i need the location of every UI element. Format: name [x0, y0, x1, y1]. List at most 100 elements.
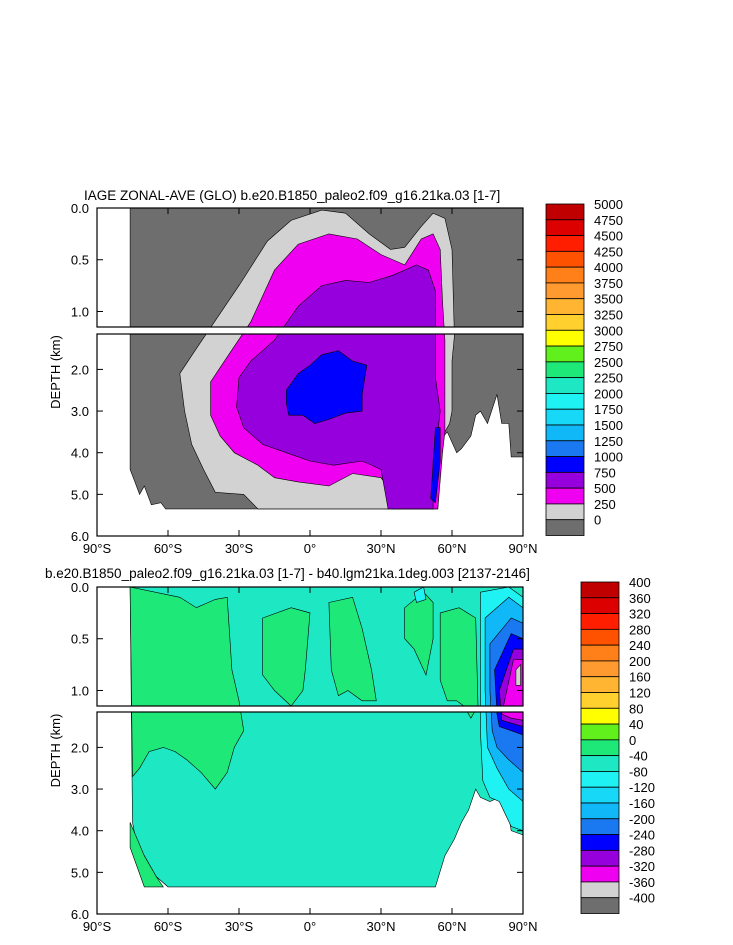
colorbar-swatch	[545, 266, 585, 284]
x-tick-label: 60°S	[154, 919, 183, 934]
x-tick-label: 90°S	[83, 919, 112, 934]
colorbar-swatch	[545, 345, 585, 363]
iage-diff-field	[129, 587, 523, 888]
colorbar-swatch	[580, 771, 620, 788]
colorbar-label: 750	[594, 465, 616, 480]
colorbar-label: -80	[629, 764, 648, 779]
y-tick-label: 1.0	[71, 683, 89, 698]
colorbar-swatch	[545, 393, 585, 410]
chart-panel-1: IAGE ZONAL-AVE (GLO) b.e20.B1850_paleo2.…	[48, 188, 623, 556]
x-tick-label: 30°S	[225, 541, 254, 556]
x-tick-label: 60°N	[437, 919, 466, 934]
colorbar-swatch	[545, 282, 585, 300]
y-tick-label: 5.0	[71, 865, 89, 880]
contour-region	[430, 427, 441, 504]
y-tick-label: 0.0	[71, 201, 89, 216]
colorbar-swatch	[580, 692, 620, 709]
contour-region	[413, 587, 427, 603]
y-tick-label: 4.0	[71, 446, 89, 461]
colorbar-swatch	[580, 865, 620, 883]
y-tick-label: 0.5	[71, 253, 89, 268]
colorbar-swatch	[545, 519, 585, 536]
x-tick-label: 60°N	[437, 541, 466, 556]
colorbar-swatch	[580, 755, 620, 772]
colorbar-swatch	[545, 408, 585, 426]
contour-region	[515, 663, 521, 686]
colorbar-swatch	[580, 834, 620, 851]
colorbar: 40036032028024020016012080400-40-80-120-…	[580, 575, 655, 914]
colorbar-swatch	[580, 849, 620, 867]
contour-region	[262, 607, 311, 707]
contour-region	[328, 596, 377, 702]
colorbar-label: -280	[629, 843, 655, 858]
x-tick-label: 60°S	[154, 541, 183, 556]
colorbar-swatch	[545, 250, 585, 268]
x-tick-label: 30°S	[225, 919, 254, 934]
iage-field	[129, 208, 523, 510]
y-tick-label: 5.0	[71, 487, 89, 502]
colorbar-swatch	[545, 361, 585, 379]
x-tick-label: 0°	[304, 919, 316, 934]
colorbar-label: 200	[629, 654, 651, 669]
colorbar-label: 320	[629, 607, 651, 622]
colorbar-swatch	[580, 723, 620, 741]
chart-title: IAGE ZONAL-AVE (GLO) b.e20.B1850_paleo2.…	[84, 188, 500, 203]
colorbar-label: 2750	[594, 339, 623, 354]
colorbar-label: 240	[629, 638, 651, 653]
colorbar-label: 40	[629, 717, 643, 732]
x-tick-label: 90°S	[83, 541, 112, 556]
colorbar-label: -320	[629, 859, 655, 874]
chart-title: b.e20.B1850_paleo2.f09_g16.21ka.03 [1-7]…	[45, 566, 530, 581]
colorbar-swatch	[580, 786, 620, 804]
colorbar-swatch	[580, 660, 620, 678]
chart-panel-2: b.e20.B1850_paleo2.f09_g16.21ka.03 [1-7]…	[45, 566, 655, 934]
y-tick-label: 2.0	[71, 740, 89, 755]
x-tick-label: 90°N	[508, 541, 537, 556]
colorbar-swatch	[545, 503, 585, 521]
colorbar-swatch	[545, 471, 585, 489]
colorbar-swatch	[580, 644, 620, 662]
colorbar-swatch	[580, 613, 620, 630]
colorbar-label: 4750	[594, 213, 623, 228]
colorbar-label: 2000	[594, 386, 623, 401]
colorbar-label: 1750	[594, 402, 623, 417]
colorbar-label: 500	[594, 481, 616, 496]
colorbar-label: -200	[629, 812, 655, 827]
colorbar-swatch	[545, 203, 585, 221]
x-tick-label: 90°N	[508, 919, 537, 934]
colorbar-swatch	[580, 676, 620, 693]
y-tick-label: 2.0	[71, 362, 89, 377]
colorbar-label: 3500	[594, 292, 623, 307]
y-tick-label: 6.0	[71, 529, 89, 544]
colorbar-swatch	[545, 298, 585, 315]
colorbar-label: -240	[629, 828, 655, 843]
colorbar-swatch	[545, 487, 585, 505]
colorbar-label: -120	[629, 780, 655, 795]
y-tick-label: 4.0	[71, 824, 89, 839]
colorbar-label: -360	[629, 875, 655, 890]
colorbar: 5000475045004250400037503500325030002750…	[545, 197, 623, 536]
contour-region	[285, 350, 368, 424]
colorbar-label: 3000	[594, 323, 623, 338]
colorbar-label: 1250	[594, 434, 623, 449]
colorbar-label: -40	[629, 749, 648, 764]
colorbar-swatch	[545, 424, 585, 442]
colorbar-swatch	[580, 628, 620, 646]
colorbar-label: -160	[629, 796, 655, 811]
colorbar-swatch	[580, 581, 620, 599]
colorbar-swatch	[580, 707, 620, 725]
colorbar-label: 1500	[594, 418, 623, 433]
x-tick-label: 30°N	[366, 541, 395, 556]
colorbar-label: 160	[629, 670, 651, 685]
colorbar-label: -400	[629, 891, 655, 906]
colorbar-label: 5000	[594, 197, 623, 212]
contour-region	[129, 587, 245, 790]
colorbar-label: 250	[594, 497, 616, 512]
colorbar-label: 4000	[594, 260, 623, 275]
colorbar-label: 1000	[594, 450, 623, 465]
colorbar-swatch	[580, 802, 620, 820]
colorbar-swatch	[580, 739, 620, 757]
colorbar-label: 2250	[594, 371, 623, 386]
colorbar-label: 0	[594, 513, 601, 528]
colorbar-swatch	[580, 597, 620, 614]
